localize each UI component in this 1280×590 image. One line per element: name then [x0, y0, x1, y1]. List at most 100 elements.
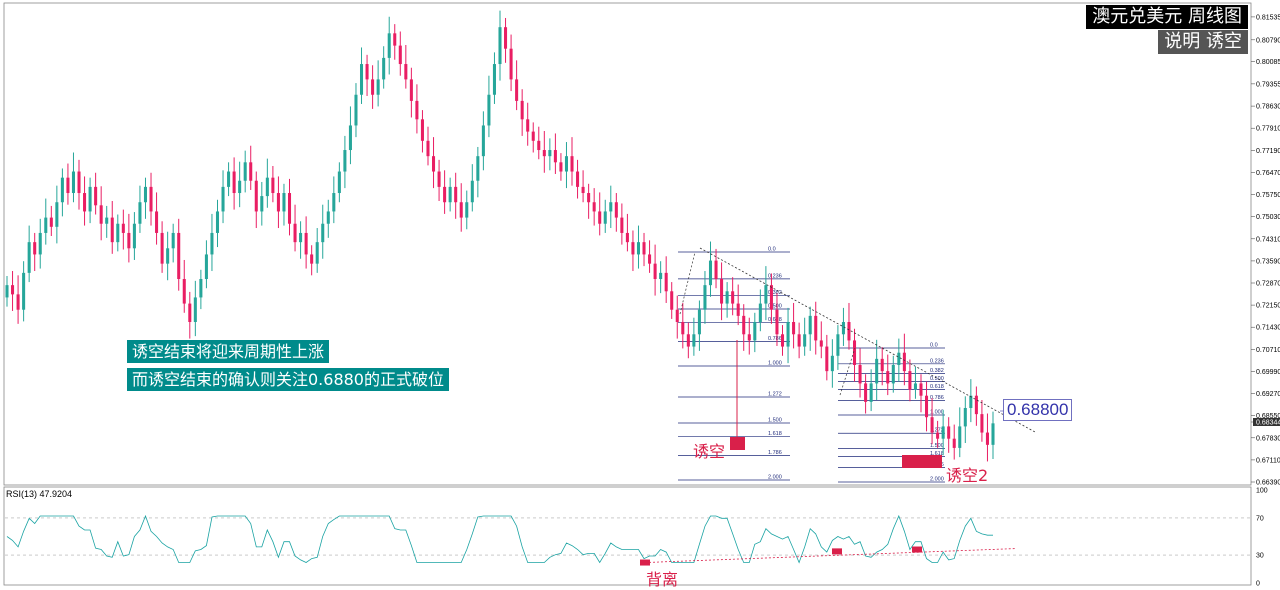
candle-body: [354, 94, 358, 126]
candle-body: [365, 64, 369, 80]
trap-label-2: 诱空2: [946, 466, 989, 485]
rsi-divergence-line: [644, 548, 1016, 563]
price-tick-label: 0.70710: [1256, 347, 1280, 354]
price-tick-label: 0.77190: [1256, 148, 1280, 155]
candle-body: [404, 64, 408, 80]
candle-body: [454, 186, 458, 203]
current-price-box: [1253, 417, 1280, 426]
candle-body: [836, 334, 840, 356]
candle-body: [969, 395, 973, 408]
candle-body: [155, 211, 159, 233]
candle-body: [99, 205, 103, 224]
candle-body: [919, 383, 923, 396]
candle-body: [260, 196, 264, 212]
candle-body: [902, 352, 906, 372]
candle-body: [143, 186, 148, 203]
candle-body: [703, 285, 707, 310]
fib-level-label: 1.618: [768, 431, 782, 437]
candle-body: [587, 193, 591, 203]
price-tick-label: 0.73590: [1256, 258, 1280, 265]
price-tick-label: 0.72870: [1256, 281, 1280, 288]
candle-body: [653, 263, 657, 280]
trend-drawings: [679, 247, 1036, 468]
candle-body: [44, 217, 48, 233]
candle-body: [936, 432, 940, 439]
candle-body: [243, 162, 247, 181]
candle-body: [182, 279, 186, 304]
candle-body: [415, 100, 419, 120]
candle-body: [393, 33, 397, 46]
candle-body: [110, 217, 114, 243]
candle-body: [166, 248, 170, 264]
trap-label-1: 诱空: [693, 442, 726, 461]
candle-body: [542, 150, 546, 157]
candle-body: [83, 193, 87, 212]
candle-body: [636, 242, 641, 255]
candle-body: [476, 156, 480, 181]
candle-body: [215, 211, 220, 233]
candles: [5, 10, 995, 462]
candle-body: [359, 64, 364, 95]
candle-body: [864, 383, 868, 402]
price-tick-label: 0.80085: [1256, 59, 1280, 66]
price-tick-label: 0.77910: [1256, 126, 1280, 133]
candle-body: [609, 202, 613, 212]
rsi-tick-label: 100: [1256, 488, 1268, 495]
candle-body: [963, 407, 967, 427]
candle-body: [138, 202, 142, 224]
candle-body: [304, 232, 308, 255]
candle-body: [238, 180, 242, 194]
candle-body: [27, 242, 31, 273]
fib-retracement-1: 0.0 0.236 0.382 0.500 0.618 0.786 1.000 1.272 1.…: [678, 247, 790, 481]
fib-level-label: 0.786: [930, 395, 944, 401]
candle-body: [221, 186, 225, 212]
price-tick-label: 0.78630: [1256, 104, 1280, 111]
candle-body: [276, 193, 280, 212]
fib-level-label: 1.786: [768, 450, 782, 456]
candle-body: [803, 334, 807, 347]
candle-body: [775, 309, 779, 335]
candle-body: [753, 322, 757, 341]
candle-body: [648, 254, 652, 264]
swing-line-1: [679, 251, 696, 315]
candle-body: [747, 334, 751, 341]
candle-body: [875, 358, 879, 384]
fib-level-label: 0.236: [768, 273, 782, 279]
price-tick-label: 0.69270: [1256, 391, 1280, 398]
candle-body: [22, 272, 26, 310]
price-tick-label: 0.71430: [1256, 325, 1280, 332]
candle-body: [858, 364, 862, 384]
candle-body: [697, 309, 701, 335]
candle-body: [614, 202, 618, 218]
rsi-tick-label: 0: [1256, 581, 1260, 588]
candle-body: [720, 279, 724, 304]
candle-body: [121, 223, 125, 233]
candle-body: [742, 315, 746, 335]
candle-body: [825, 346, 829, 372]
fib-level-label: 0.618: [768, 317, 782, 323]
price-tick-label: 0.76470: [1256, 170, 1280, 177]
candle-body: [321, 223, 325, 243]
fib-level-label: 1.500: [930, 443, 944, 449]
divergence-label: 背离: [646, 570, 679, 589]
candle-body: [5, 285, 9, 298]
candle-body: [952, 438, 956, 448]
rsi-label: RSI(13) 47.9204: [6, 489, 73, 499]
candle-body: [869, 383, 873, 402]
candle-body: [376, 79, 380, 95]
candle-body: [487, 94, 491, 126]
fib-level-label: 0.382: [930, 368, 944, 374]
candle-body: [852, 340, 857, 365]
rsi-tick-label: 30: [1256, 553, 1264, 560]
candle-body: [287, 193, 292, 224]
candle-body: [348, 125, 352, 151]
candle-body: [548, 150, 552, 157]
fib-level-label: 0.382: [768, 290, 782, 296]
candle-body: [470, 180, 474, 203]
candle-body: [210, 232, 214, 255]
candle-body: [625, 232, 629, 243]
candle-body: [337, 171, 341, 194]
candle-body: [985, 432, 989, 445]
candle-body: [780, 334, 785, 347]
price-tick-label: 0.72150: [1256, 303, 1280, 310]
